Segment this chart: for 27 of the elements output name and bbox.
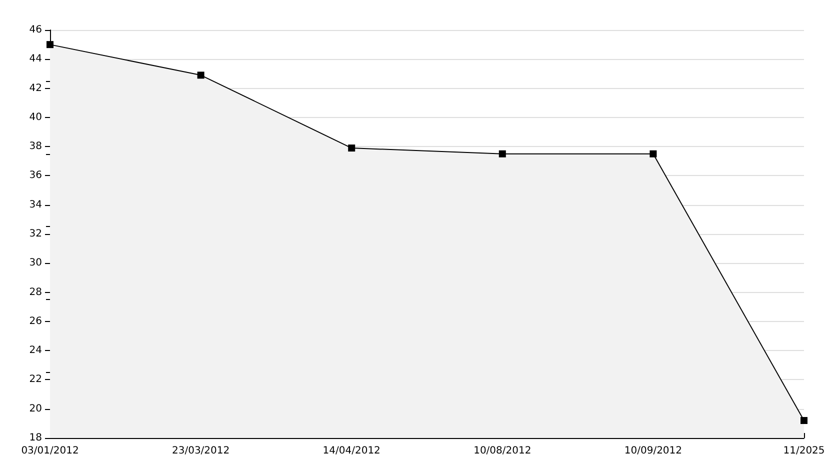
y-tick-label: 38 [29, 141, 42, 152]
y-tick-label: 22 [29, 374, 42, 386]
y-tick-label: 28 [29, 286, 42, 298]
point [197, 72, 204, 79]
y-tick-label: 36 [29, 170, 42, 182]
point [498, 150, 506, 158]
y-tick-label: 26 [29, 316, 42, 327]
y-tick-label: 42 [29, 82, 42, 94]
point [650, 150, 657, 158]
point [800, 417, 808, 424]
y-tick-label: 46 [29, 24, 42, 36]
y-tick-label: 30 [29, 258, 42, 269]
y-tick-label: 20 [29, 403, 42, 414]
y-tick-label: 32 [29, 228, 42, 240]
x-tick-label: 10/08/2012 [474, 446, 532, 456]
y-tick-label: 44 [29, 54, 42, 65]
x-tick-label: 03/01/2012 [21, 446, 79, 456]
point [46, 41, 54, 48]
y-tick-label: 24 [29, 345, 42, 356]
y-tick-label: 18 [29, 432, 42, 444]
x-tick-label: 14/04/2012 [322, 446, 380, 456]
x-tick-label: 10/09/2012 [624, 446, 682, 456]
x-tick-label: 23/03/2012 [172, 446, 230, 456]
y-tick-label: 34 [29, 199, 42, 210]
x-tick-label: 11/2025 [783, 446, 825, 456]
y-tick-label: 40 [29, 112, 42, 123]
point [348, 144, 356, 152]
